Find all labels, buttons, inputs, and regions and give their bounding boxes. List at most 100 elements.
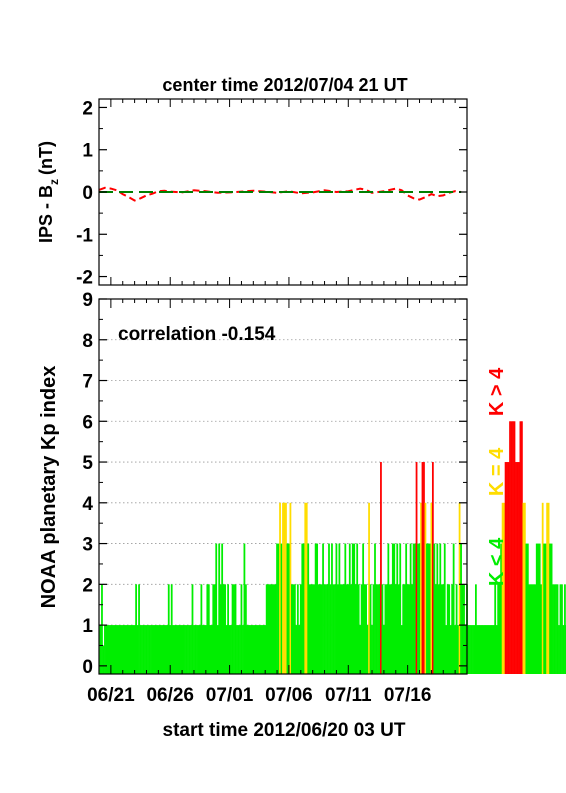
kp-bar — [348, 543, 351, 674]
kp-bar — [218, 543, 221, 674]
kp-bar — [151, 625, 154, 674]
kp-bar — [437, 584, 440, 674]
kp-bar — [455, 584, 458, 674]
kp-bar — [529, 584, 532, 674]
kp-bar — [123, 625, 126, 674]
kp-bar — [282, 502, 284, 674]
kp-bar — [115, 625, 118, 674]
kp-bar — [556, 584, 559, 674]
top-y-tick-label: 1 — [82, 141, 93, 162]
kp-bar — [510, 421, 513, 674]
kp-bar — [334, 584, 336, 674]
kp-bar — [397, 584, 400, 674]
kp-bar — [213, 584, 216, 674]
kp-bar — [411, 584, 413, 674]
kp-bar — [105, 625, 108, 674]
kp-bar — [139, 625, 142, 674]
kp-bar — [380, 462, 382, 674]
kp-bar — [117, 625, 120, 674]
kp-bar — [485, 625, 488, 674]
kp-bar — [388, 584, 391, 674]
kp-bar — [526, 543, 529, 674]
kp-bar — [230, 625, 232, 674]
x-tick-label: 07/06 — [265, 685, 313, 706]
kp-bar — [227, 584, 229, 674]
kp-bar — [519, 421, 522, 674]
kp-bar — [200, 584, 203, 674]
kp-bar — [328, 543, 330, 674]
kp-bar — [356, 543, 359, 674]
kp-bar — [424, 502, 427, 674]
kp-bar — [345, 584, 348, 674]
x-tick-label: 07/11 — [325, 685, 372, 706]
kp-bar — [332, 584, 335, 674]
kp-bar — [385, 584, 388, 674]
kp-bar — [302, 543, 305, 674]
kp-bar — [126, 625, 129, 674]
kp-bar — [480, 625, 483, 674]
kp-bar — [534, 584, 537, 674]
kp-bar — [111, 625, 114, 674]
kp-bar — [537, 543, 540, 674]
kp-bar — [274, 584, 277, 674]
bottom-y-tick-label: 7 — [82, 372, 93, 393]
kp-bar — [129, 625, 132, 674]
kp-bar — [541, 502, 544, 674]
kp-bar — [166, 625, 169, 674]
kp-bar — [255, 625, 258, 674]
kp-bar — [221, 543, 224, 674]
top-panel-y-label: IPS - Bz(nT) — [36, 141, 61, 243]
kp-bar — [204, 625, 207, 674]
kp-bar — [535, 543, 538, 674]
kp-bar — [138, 584, 140, 674]
kp-bar — [488, 625, 491, 674]
kp-bar — [421, 462, 424, 674]
kp-bar — [445, 625, 448, 674]
kp-bar — [164, 625, 167, 674]
kp-bar — [246, 625, 249, 674]
kp-bar — [482, 625, 485, 674]
kp-bar — [314, 543, 317, 674]
kp-bar — [279, 502, 281, 674]
kp-bar — [562, 625, 565, 674]
kp-bar — [531, 584, 534, 674]
kp-bar — [329, 584, 332, 674]
kp-bar — [458, 502, 461, 674]
kp-bar — [197, 625, 200, 674]
kp-bar — [377, 584, 379, 674]
kp-bar — [160, 625, 163, 674]
kp-bar — [298, 625, 301, 674]
kp-bar — [396, 543, 399, 674]
kp-bar — [491, 625, 494, 674]
kp-bar — [153, 625, 155, 674]
kp-bar — [394, 584, 397, 674]
kp-bar — [492, 625, 495, 674]
x-tick-label: 06/26 — [146, 685, 194, 706]
kp-bar — [357, 584, 360, 674]
bottom-y-tick-label: 2 — [82, 575, 93, 596]
kp-bar — [268, 584, 271, 674]
kp-bar — [158, 625, 161, 674]
kp-bar — [555, 584, 557, 674]
kp-bar — [247, 625, 250, 674]
top-series-line-1 — [98, 186, 462, 202]
kp-bar — [412, 543, 415, 674]
kp-bar — [236, 625, 238, 674]
kp-bar — [406, 584, 409, 674]
kp-bar — [467, 625, 470, 674]
kp-bar — [256, 625, 259, 674]
kp-bar — [439, 543, 442, 674]
kp-bar — [147, 625, 149, 674]
kp-bar — [372, 584, 375, 674]
kp-bar — [374, 543, 376, 674]
kp-bar — [170, 584, 173, 674]
kp-bar — [498, 584, 501, 674]
kp-bar — [347, 584, 350, 674]
kp-bar — [366, 625, 369, 674]
kp-bar — [161, 625, 164, 674]
kp-bar — [203, 625, 206, 674]
kp-bar — [212, 584, 215, 674]
kp-bar — [173, 625, 176, 674]
kp-bar — [150, 625, 152, 674]
